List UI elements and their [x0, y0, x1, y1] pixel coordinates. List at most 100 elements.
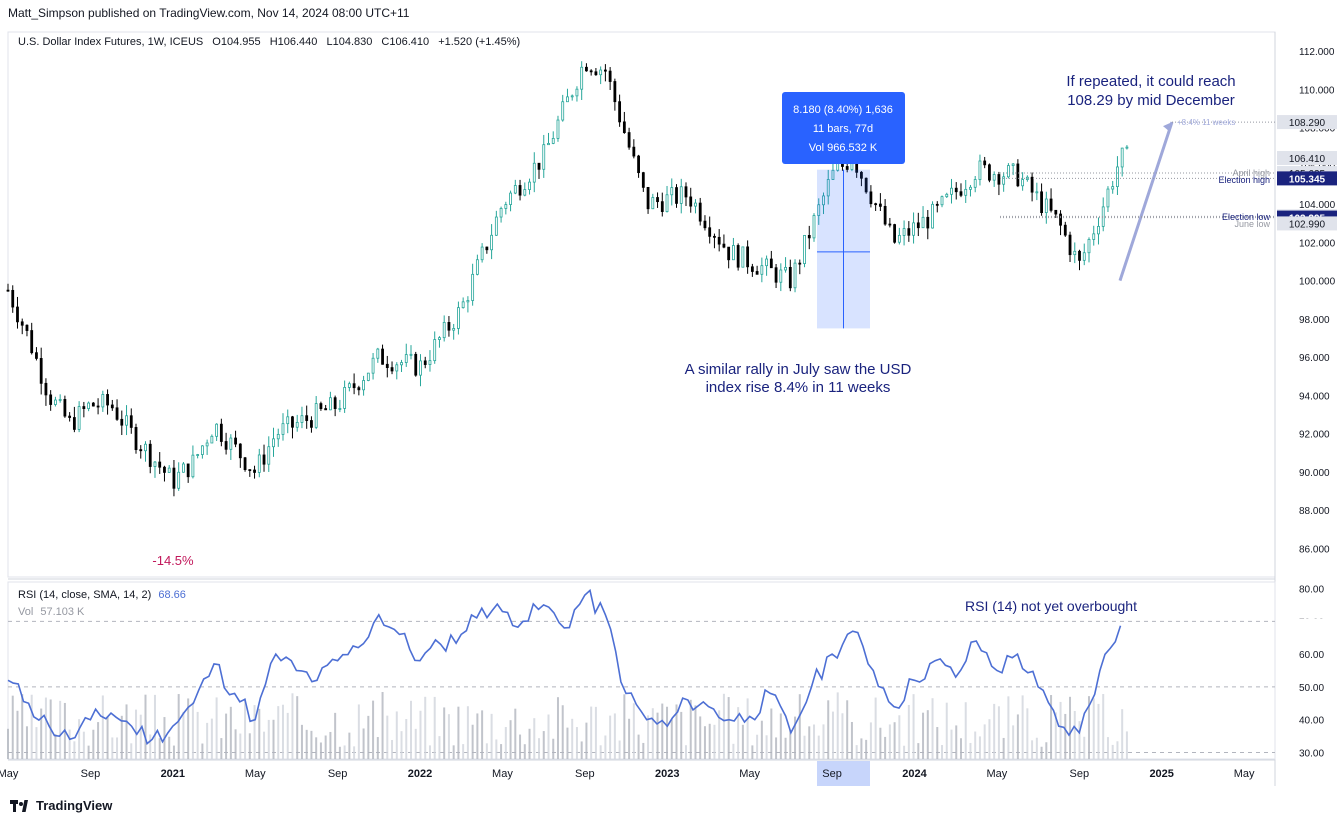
volume-bar: [1073, 710, 1076, 759]
candle-body: [286, 416, 290, 425]
candle-body: [1087, 239, 1091, 254]
volume-bar: [1026, 708, 1029, 759]
candle-body: [1011, 163, 1015, 166]
candle-body: [513, 185, 517, 194]
price-tick-label: 86.000: [1299, 544, 1330, 555]
time-axis[interactable]: May Sep 2021 May Sep 2022 May Sep 2023 May Sep 2024…: [0, 759, 1275, 786]
volume-bar: [727, 697, 730, 759]
volume-bar: [1054, 712, 1057, 759]
volume-bar: [898, 715, 901, 759]
candle-body: [63, 399, 67, 417]
volume-bar: [1016, 714, 1019, 759]
candle-body: [291, 416, 294, 428]
candle-body: [812, 215, 816, 239]
time-tick-label: 2025: [1149, 768, 1173, 780]
candle-body: [400, 362, 403, 366]
volume-bar: [248, 733, 251, 759]
time-tick-label: May: [739, 768, 760, 780]
rsi-line: [7, 588, 1122, 745]
candle-body: [281, 423, 285, 435]
volume-bar: [153, 694, 156, 759]
candle-body: [660, 201, 664, 212]
candle-body: [566, 96, 569, 103]
candle-body: [637, 155, 640, 174]
volume-bar: [945, 702, 948, 759]
volume-bar: [139, 714, 142, 759]
volume-bar: [703, 726, 706, 759]
candle-body: [703, 220, 707, 229]
volume-bar: [808, 726, 811, 759]
candle-body: [433, 339, 437, 362]
candle-body: [542, 144, 546, 170]
legend-close-value: 106.410: [389, 36, 429, 48]
candle-body: [1063, 224, 1067, 236]
candle-body: [167, 467, 171, 473]
volume-bar: [334, 712, 337, 759]
legend-open-value: 104.955: [221, 36, 261, 48]
volume-bar: [92, 729, 95, 759]
volume-bar: [656, 712, 659, 759]
price-pane[interactable]: 86.000 88.000 90.000 92.000 94.000 96.000 98.0…: [6, 31, 1336, 786]
volume-bar: [931, 698, 934, 759]
volume-bar: [784, 737, 787, 759]
tradingview-branding[interactable]: TradingView: [10, 795, 112, 815]
candle-body: [485, 246, 489, 251]
volume-bar: [955, 725, 958, 759]
volume-bar: [1059, 701, 1062, 759]
candle-body: [817, 204, 821, 216]
volume-bar: [82, 731, 85, 759]
volume-bar: [362, 728, 365, 759]
candle-body: [613, 81, 617, 103]
volume-bar: [732, 743, 735, 759]
candle-body: [556, 119, 560, 139]
candle-body: [234, 437, 237, 445]
rsi-note: RSI (14) not yet overbought: [965, 598, 1137, 614]
volume-bar: [666, 706, 669, 759]
volume-bar: [263, 731, 266, 759]
volume-bar: [566, 727, 569, 759]
candle-body: [172, 467, 176, 489]
candle-body: [950, 187, 953, 195]
volume-bar: [30, 694, 33, 759]
main-legend: U.S. Dollar Index Futures, 1W, ICEUS O10…: [18, 36, 520, 48]
candle-body: [518, 185, 522, 196]
rsi-legend: RSI (14, close, SMA, 14, 2) 68.66 Vol 57…: [18, 589, 186, 618]
candle-body: [694, 202, 697, 207]
volume-bar: [443, 707, 446, 759]
volume-bar: [367, 715, 370, 759]
candle-body: [551, 137, 555, 144]
volume-bar: [817, 735, 820, 759]
volume-bar: [1097, 703, 1100, 759]
candle-body: [784, 266, 787, 271]
candle-body: [347, 383, 351, 388]
candle-body: [163, 466, 166, 473]
volume-bar: [391, 739, 394, 759]
candle-body: [788, 266, 792, 289]
volume-bar: [694, 705, 697, 759]
candle-body: [845, 166, 849, 170]
volume-bar: [770, 708, 773, 759]
candle-body: [409, 353, 413, 356]
candle-body: [224, 441, 228, 450]
price-pane-border: [7, 31, 1276, 578]
candle-body: [969, 186, 972, 190]
candle-body: [310, 420, 313, 428]
volume-bar: [988, 719, 991, 759]
candle-body: [836, 163, 840, 171]
candle-body: [675, 187, 678, 204]
candle-body: [87, 402, 91, 410]
legend-symbol: U.S. Dollar Index Futures, 1W, ICEUS: [18, 36, 203, 48]
svg-text:RSI (14, close, SMA, 14, 2): RSI (14, close, SMA, 14, 2) 68.66: [18, 589, 186, 601]
volume-bar: [101, 695, 104, 759]
volume-bar: [220, 738, 223, 759]
candle-body: [594, 71, 598, 76]
candle-body: [727, 246, 731, 261]
candle-body: [945, 193, 949, 198]
candle-body: [528, 181, 531, 190]
volume-bar: [765, 735, 768, 759]
candle-body: [679, 186, 683, 204]
price-tick-label: 104.000: [1299, 200, 1336, 211]
time-tick-label: Sep: [328, 768, 348, 780]
volume-bar: [73, 741, 76, 759]
